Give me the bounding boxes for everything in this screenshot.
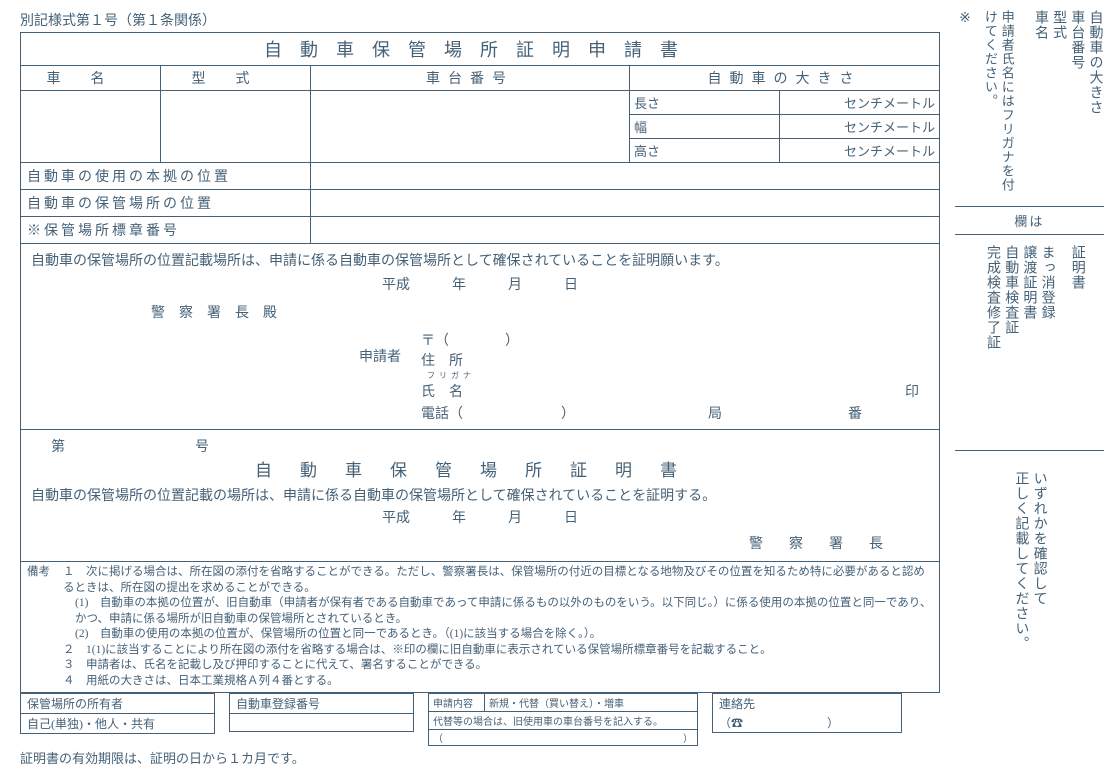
side-instructions: ※ 申請者氏名にはフリガナを付けてください。 自動車の大きさ 車台番号 型式 車… [945,10,1104,731]
police-chief: 警 察 署 長 [31,533,889,553]
side-mid-1: 譲渡証明書 [1021,245,1036,320]
paren-l: （ [433,734,443,745]
furigana-label: フ リ ガ ナ [427,370,929,381]
dim-height-unit: センチメートル [780,139,940,163]
cert-statement: 自動車の保管場所の位置記載の場所は、申請に係る自動車の保管場所として確保されてい… [31,485,929,505]
side-mid-2: 自動車検査証 [1003,245,1018,335]
name-label: 氏 名 [421,381,463,401]
row-use-location-field[interactable] [311,163,940,190]
content-box: 申請内容 新規・代替（買い替え）・増車 代替等の場合は、旧使用車の車台番号を記入… [428,693,698,746]
cert-date: 平成 年 月 日 [31,507,929,527]
side-col-size: 自動車の大きさ [1088,10,1103,115]
side-mid-4: 証明書 [1068,245,1086,446]
police-addressee: 警 察 署 長 殿 [151,302,929,322]
app-date: 平成 年 月 日 [31,274,929,294]
side-mid-0: まっ消登録 [1040,245,1055,320]
owner-label: 保管場所の所有者 [21,694,214,714]
remark-1a: (1) 自動車の本拠の位置が、旧自動車（申請者が保有者である自動車であって申請に… [63,596,933,627]
side-mid-3: 完成検査修了証 [985,245,1000,350]
row-use-location-label: 自動車の使用の本拠の位置 [21,163,311,190]
remark-4: ４ 用紙の大きさは、日本工業規格Ａ列４番とする。 [63,674,933,690]
remark-2: ２ 1(1)に該当することにより所在図の添付を省略する場合は、※印の欄に旧自動車… [63,643,933,659]
certificate-body: 第 号 自動車保管場所証明書 自動車の保管場所の位置記載の場所は、申請に係る自動… [21,430,940,562]
row-storage-location-field[interactable] [311,190,940,217]
app-statement: 自動車の保管場所の位置記載場所は、申請に係る自動車の保管場所として確保されている… [31,250,929,270]
dim-width-unit: センチメートル [780,115,940,139]
remarks-box: 備考 １ 次に掲げる場合は、所在図の添付を省略することができる。ただし、警察署長… [20,562,940,693]
col-size: 自動車の大きさ [630,66,940,91]
remark-1: １ 次に掲げる場合は、所在図の添付を省略することができる。ただし、警察署長は、保… [63,565,933,596]
side-col-model: 型式 [1051,10,1066,40]
form-title: 自動車保管場所証明申請書 [21,33,940,66]
col-chassis: 車台番号 [311,66,630,91]
dim-length-label: 長さ [630,91,780,115]
postal-field[interactable]: 〒（ ） [421,330,929,350]
reg-box: 自動車登録番号 [229,693,414,732]
paren-r: ） [683,730,693,745]
owner-value[interactable]: 自己(単独)・他人・共有 [21,714,214,733]
col-model: 型式 [161,66,311,91]
side-ran: 欄は [955,206,1104,235]
reg-value[interactable] [230,714,413,731]
owner-box: 保管場所の所有者 自己(単独)・他人・共有 [20,693,215,734]
row-badge-no-label: ※保管場所標章番号 [21,217,311,244]
main-form-table: 自動車保管場所証明申請書 車名 型式 車台番号 自動車の大きさ 長さ センチメー… [20,32,940,562]
row-badge-no-field[interactable] [311,217,940,244]
row-storage-location-label: 自動車の保管場所の位置 [21,190,311,217]
contact-label: 連絡先 [713,694,901,713]
side-bottom-2: 正しく記載してください。 [1013,471,1028,651]
content-note: 代替等の場合は、旧使用車の車台番号を記入する。 [429,712,697,729]
chassis-field[interactable] [311,91,630,163]
expiry-note: 証明書の有効期限は、証明の日から１カ月です。 [20,748,945,767]
reg-label: 自動車登録番号 [230,694,413,714]
side-mark: ※ [955,10,973,200]
dim-width-label: 幅 [630,115,780,139]
bottom-boxes: 保管場所の所有者 自己(単独)・他人・共有 自動車登録番号 申請内容 新規・代替… [20,693,940,746]
remark-3: ３ 申請者は、氏名を記載し及び押印することに代えて、署名することができる。 [63,658,933,674]
address-label: 住 所 [421,350,929,370]
contact-box: 連絡先 （☎ ） [712,693,902,733]
applicant-label: 申請者 [31,330,401,423]
cert-title: 自動車保管場所証明書 [31,456,929,481]
col-car-name: 車名 [21,66,161,91]
car-name-field[interactable] [21,91,161,163]
contact-tel[interactable]: （☎ ） [713,713,901,732]
cert-number[interactable]: 第 号 [51,436,929,456]
form-code: 別記様式第１号（第１条関係） [10,10,945,30]
application-body: 自動車の保管場所の位置記載場所は、申請に係る自動車の保管場所として確保されている… [21,244,940,430]
remark-1b: (2) 自動車の使用の本拠の位置が、保管場所の位置と同一であるとき。（(1)に該… [63,627,933,643]
seal-label: 印 [905,381,919,401]
form-main: 別記様式第１号（第１条関係） 自動車保管場所証明申請書 車名 型式 車台番号 自… [10,10,945,767]
content-value[interactable]: 新規・代替（買い替え）・増車 [485,694,697,711]
phone-field[interactable]: 電話（ ） 局 番 [421,403,929,423]
model-field[interactable] [161,91,311,163]
remarks-label: 備考 [27,565,63,689]
content-label: 申請内容 [429,694,485,711]
side-furigana-note: 申請者氏名にはフリガナを付けてください。 [981,10,1015,200]
dim-height-label: 高さ [630,139,780,163]
dim-length-unit: センチメートル [780,91,940,115]
side-bottom-1: いずれかを確認して [1032,471,1047,606]
side-col-name: 車名 [1033,10,1048,40]
side-col-chassis: 車台番号 [1069,10,1084,70]
